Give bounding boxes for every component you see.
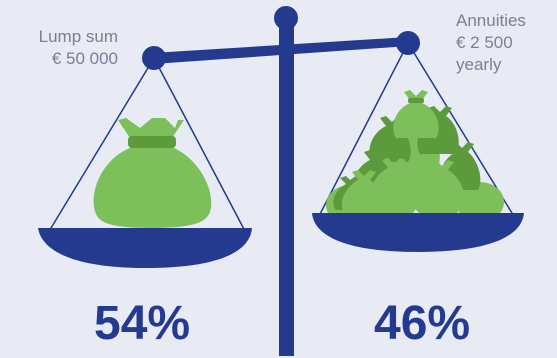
annuities-period: yearly — [456, 55, 502, 74]
lump-sum-title: Lump sum — [38, 27, 118, 46]
right-pan — [312, 213, 524, 252]
left-pan-string — [47, 57, 155, 234]
lump-sum-label: Lump sum € 50 000 — [0, 26, 118, 70]
left-pan-string — [153, 57, 247, 234]
right-pan-string — [317, 42, 409, 219]
scale-pillar — [279, 14, 294, 356]
lump-sum-amount: € 50 000 — [51, 49, 118, 68]
scale-top-knob — [274, 6, 298, 30]
left-money-bag — [93, 118, 212, 228]
left-pan — [38, 228, 252, 268]
annuities-amount: € 2 500 — [456, 33, 513, 52]
lump-sum-percentage: 54% — [94, 297, 191, 350]
annuities-percentage: 46% — [374, 297, 471, 350]
scale-beam — [152, 37, 409, 64]
annuities-label: Annuities € 2 500 yearly — [456, 10, 556, 76]
annuities-title: Annuities — [456, 11, 526, 30]
